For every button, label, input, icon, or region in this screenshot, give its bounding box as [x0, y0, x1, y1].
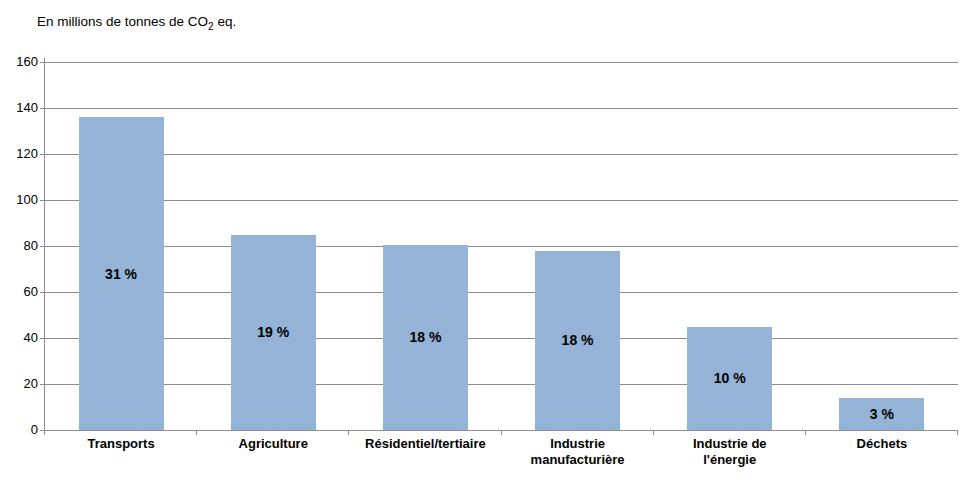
- chart-title: En millions de tonnes de CO2 eq.: [37, 14, 236, 29]
- x-category-label-4: Industrie de l'énergie: [654, 436, 806, 467]
- gridline-120: [45, 154, 958, 155]
- bar-value-label-3: 18 %: [535, 332, 620, 348]
- bar-2: 18 %: [383, 245, 468, 430]
- x-axis-tick-1: [196, 430, 197, 435]
- gridline-140: [45, 108, 958, 109]
- gridline-80: [45, 246, 958, 247]
- bar-value-label-0: 31 %: [79, 266, 164, 282]
- y-axis-label-0: 0: [0, 422, 38, 438]
- y-axis-line: [44, 58, 45, 435]
- x-axis-tick-6: [957, 430, 958, 435]
- x-category-label-2: Résidentiel/tertiaire: [349, 436, 501, 452]
- y-axis-label-80: 80: [0, 238, 38, 254]
- chart-title-prefix: En millions de tonnes de CO: [37, 14, 208, 29]
- x-axis-tick-4: [653, 430, 654, 435]
- x-axis-tick-2: [348, 430, 349, 435]
- gridline-100: [45, 200, 958, 201]
- bar-chart: En millions de tonnes de CO2 eq. 31 % 19 …: [0, 0, 966, 489]
- bar-value-label-2: 18 %: [383, 329, 468, 345]
- gridline-40: [45, 338, 958, 339]
- x-category-label-1: Agriculture: [197, 436, 349, 452]
- x-axis-tick-0: [44, 430, 45, 435]
- gridline-60: [45, 292, 958, 293]
- y-axis-label-60: 60: [0, 284, 38, 300]
- gridline-160: [45, 62, 958, 63]
- x-axis-tick-3: [501, 430, 502, 435]
- bar-5: 3 %: [839, 398, 924, 430]
- bar-value-label-4: 10 %: [687, 370, 772, 386]
- bar-0: 31 %: [79, 117, 164, 430]
- gridline-20: [45, 384, 958, 385]
- y-axis-label-120: 120: [0, 146, 38, 162]
- bar-value-label-5: 3 %: [839, 406, 924, 422]
- chart-title-suffix: eq.: [214, 14, 237, 29]
- y-axis-label-40: 40: [0, 330, 38, 346]
- x-category-label-5: Déchets: [806, 436, 958, 452]
- x-axis-tick-5: [805, 430, 806, 435]
- y-axis-label-100: 100: [0, 192, 38, 208]
- plot-area: 31 % 19 % 18 % 18 % 10 % 3 %: [45, 62, 958, 430]
- y-axis-label-20: 20: [0, 376, 38, 392]
- y-axis-label-160: 160: [0, 54, 38, 70]
- bar-3: 18 %: [535, 251, 620, 430]
- bar-1: 19 %: [231, 235, 316, 431]
- x-category-label-0: Transports: [45, 436, 197, 452]
- x-category-label-3: Industrie manufacturière: [502, 436, 654, 467]
- bar-value-label-1: 19 %: [231, 324, 316, 340]
- y-axis-label-140: 140: [0, 100, 38, 116]
- bar-4: 10 %: [687, 327, 772, 431]
